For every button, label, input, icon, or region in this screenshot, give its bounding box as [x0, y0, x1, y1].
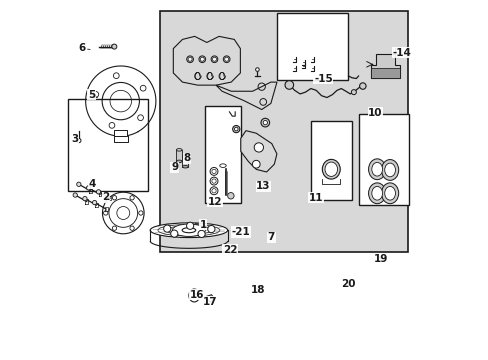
Ellipse shape	[188, 57, 192, 61]
Text: -15: -15	[313, 74, 332, 84]
Text: -14: -14	[392, 48, 411, 58]
Ellipse shape	[186, 56, 193, 63]
Text: 13: 13	[256, 181, 270, 192]
Ellipse shape	[176, 160, 182, 163]
Ellipse shape	[210, 167, 218, 175]
Circle shape	[234, 127, 238, 131]
Ellipse shape	[322, 159, 340, 179]
Ellipse shape	[210, 187, 218, 195]
Ellipse shape	[211, 179, 216, 183]
Ellipse shape	[223, 56, 229, 63]
Ellipse shape	[371, 162, 382, 176]
Text: 11: 11	[308, 193, 323, 203]
Circle shape	[285, 81, 293, 89]
Ellipse shape	[325, 162, 337, 176]
Circle shape	[96, 190, 101, 194]
Circle shape	[77, 138, 81, 143]
Circle shape	[232, 126, 239, 133]
Text: 10: 10	[367, 108, 382, 118]
Ellipse shape	[210, 177, 218, 185]
Circle shape	[170, 230, 178, 237]
Circle shape	[73, 193, 77, 197]
Ellipse shape	[368, 159, 385, 180]
Ellipse shape	[199, 56, 205, 63]
Bar	[68, 99, 147, 191]
Ellipse shape	[182, 228, 195, 233]
Circle shape	[227, 193, 234, 199]
Ellipse shape	[212, 57, 216, 61]
Text: 8: 8	[183, 153, 190, 163]
Text: 12: 12	[207, 197, 222, 207]
Bar	[176, 150, 182, 161]
Circle shape	[186, 222, 193, 229]
Polygon shape	[173, 36, 240, 85]
Polygon shape	[370, 54, 400, 78]
Bar	[276, 13, 348, 80]
Ellipse shape	[182, 166, 188, 168]
Circle shape	[82, 197, 87, 201]
Circle shape	[112, 44, 117, 49]
Circle shape	[198, 230, 205, 238]
Circle shape	[163, 225, 170, 232]
Bar	[182, 155, 188, 167]
Text: 5: 5	[87, 90, 95, 100]
Text: 20: 20	[341, 279, 355, 289]
Ellipse shape	[211, 189, 216, 193]
Ellipse shape	[182, 154, 188, 157]
Text: 17: 17	[203, 297, 217, 307]
Circle shape	[255, 68, 259, 71]
Ellipse shape	[371, 186, 382, 200]
Circle shape	[263, 121, 267, 125]
Ellipse shape	[384, 186, 395, 200]
Ellipse shape	[224, 57, 228, 61]
Circle shape	[359, 83, 366, 89]
Text: 9: 9	[171, 162, 178, 172]
Text: -21: -21	[231, 227, 250, 237]
Text: 4: 4	[88, 179, 96, 189]
Circle shape	[254, 143, 263, 152]
Ellipse shape	[200, 57, 204, 61]
Text: 22: 22	[223, 245, 237, 255]
Text: 3: 3	[71, 134, 79, 144]
Bar	[204, 107, 241, 203]
Text: 7: 7	[267, 232, 275, 242]
Circle shape	[351, 90, 356, 95]
Circle shape	[77, 182, 81, 186]
Text: 1: 1	[199, 220, 206, 230]
Ellipse shape	[211, 169, 216, 174]
Ellipse shape	[219, 164, 226, 167]
Text: 16: 16	[189, 290, 203, 300]
Polygon shape	[216, 82, 276, 109]
Text: 6: 6	[78, 44, 85, 53]
Bar	[160, 12, 407, 252]
Polygon shape	[114, 130, 127, 136]
Circle shape	[261, 118, 269, 127]
Ellipse shape	[172, 224, 205, 237]
Ellipse shape	[150, 223, 227, 238]
Ellipse shape	[381, 183, 398, 204]
Polygon shape	[370, 68, 400, 78]
Bar	[359, 114, 408, 205]
Ellipse shape	[211, 56, 217, 63]
Text: 19: 19	[373, 254, 387, 264]
Circle shape	[252, 160, 260, 168]
Circle shape	[92, 201, 97, 205]
Bar	[310, 121, 351, 200]
Circle shape	[207, 225, 215, 233]
Polygon shape	[240, 131, 276, 172]
Ellipse shape	[368, 183, 385, 204]
Circle shape	[86, 186, 90, 190]
Ellipse shape	[384, 163, 395, 177]
Ellipse shape	[381, 159, 398, 180]
Text: 2: 2	[102, 192, 109, 202]
Text: 18: 18	[250, 285, 265, 295]
Ellipse shape	[176, 149, 182, 151]
